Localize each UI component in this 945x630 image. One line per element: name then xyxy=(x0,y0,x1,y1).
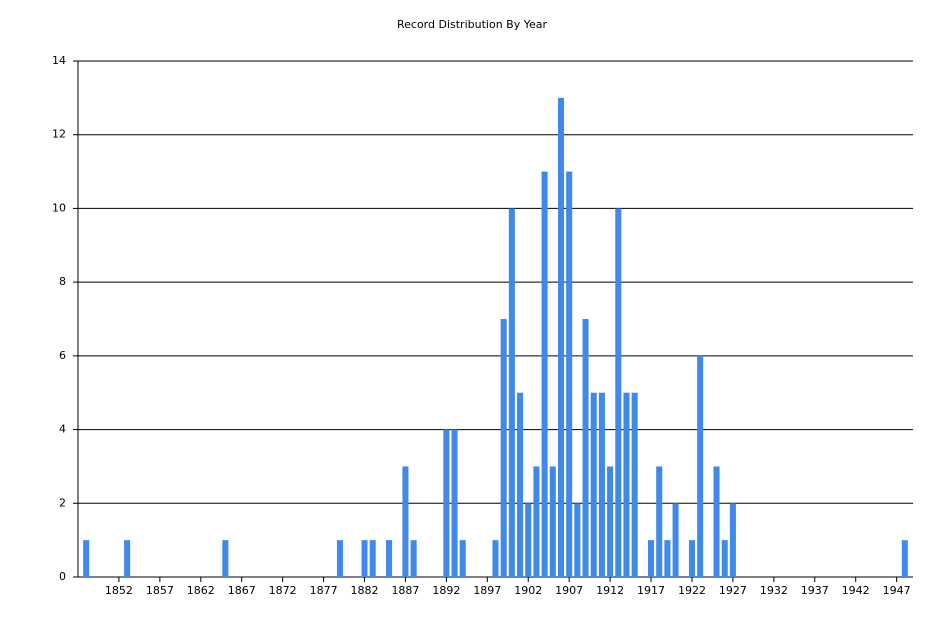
x-tick-label: 1932 xyxy=(760,584,788,597)
x-tick-label: 1852 xyxy=(105,584,133,597)
x-tick-label: 1937 xyxy=(801,584,829,597)
bar xyxy=(664,540,671,577)
bar xyxy=(598,392,605,577)
x-tick-label: 1912 xyxy=(596,584,624,597)
x-tick-label: 1897 xyxy=(473,584,501,597)
bar xyxy=(582,319,589,577)
bar xyxy=(688,540,695,577)
x-tick-label: 1882 xyxy=(351,584,379,597)
x-tick-label: 1862 xyxy=(187,584,215,597)
y-tick-label: 2 xyxy=(59,496,66,509)
bar xyxy=(607,466,614,577)
bar xyxy=(566,171,573,578)
y-tick-label: 4 xyxy=(59,423,66,436)
x-tick-label: 1927 xyxy=(719,584,747,597)
bar xyxy=(222,540,229,577)
bar xyxy=(83,540,90,577)
x-tick-label: 1907 xyxy=(555,584,583,597)
bar xyxy=(533,466,540,577)
y-tick-label: 12 xyxy=(52,128,66,141)
y-tick-label: 14 xyxy=(52,54,66,67)
bar xyxy=(443,429,450,577)
bar xyxy=(492,540,499,577)
x-tick-label: 1887 xyxy=(391,584,419,597)
y-tick-label: 8 xyxy=(59,275,66,288)
x-tick-label: 1922 xyxy=(678,584,706,597)
bar xyxy=(721,540,728,577)
bar xyxy=(361,540,368,577)
x-tick-label: 1872 xyxy=(269,584,297,597)
x-tick-label: 1857 xyxy=(146,584,174,597)
bar xyxy=(541,171,548,578)
bar xyxy=(402,466,409,577)
x-tick-label: 1942 xyxy=(842,584,870,597)
bar xyxy=(500,319,507,577)
bar xyxy=(410,540,417,577)
x-tick-label: 1877 xyxy=(310,584,338,597)
bar xyxy=(386,540,393,577)
bar xyxy=(631,392,638,577)
bar xyxy=(697,355,704,577)
bar xyxy=(656,466,663,577)
bar xyxy=(525,503,532,577)
bar xyxy=(648,540,655,577)
bar xyxy=(672,503,679,577)
bar xyxy=(124,540,131,577)
x-tick-label: 1902 xyxy=(514,584,542,597)
y-tick-label: 0 xyxy=(59,570,66,583)
y-tick-label: 6 xyxy=(59,349,66,362)
bar xyxy=(517,392,524,577)
bar xyxy=(369,540,376,577)
chart-title: Record Distribution By Year xyxy=(397,18,547,31)
bar xyxy=(574,503,581,577)
x-tick-label: 1867 xyxy=(228,584,256,597)
bar xyxy=(590,392,597,577)
x-tick-label: 1917 xyxy=(637,584,665,597)
bar xyxy=(557,97,565,577)
bar xyxy=(549,466,556,577)
bar xyxy=(901,540,908,577)
bar xyxy=(508,208,515,577)
bar xyxy=(623,392,630,577)
bar xyxy=(729,503,736,577)
bar xyxy=(459,540,466,577)
x-tick-label: 1947 xyxy=(883,584,911,597)
bar xyxy=(336,540,343,577)
bar xyxy=(451,429,458,577)
bar xyxy=(615,208,622,577)
bar xyxy=(713,466,720,577)
x-tick-label: 1892 xyxy=(432,584,460,597)
y-tick-label: 10 xyxy=(52,201,66,214)
